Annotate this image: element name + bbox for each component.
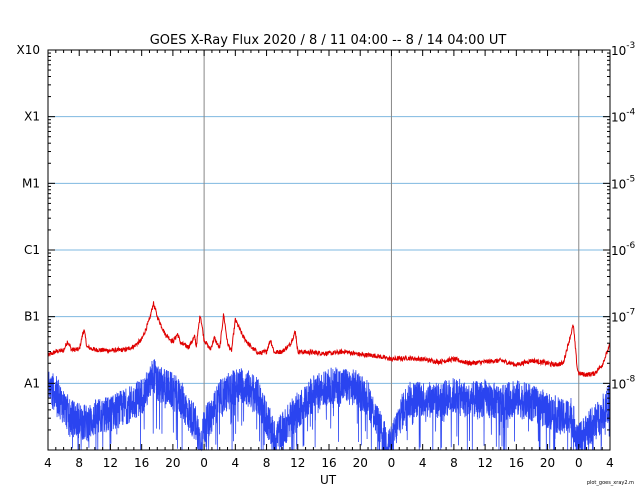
x-tick-label: 0 xyxy=(388,456,396,470)
flare-class-label: M1 xyxy=(22,176,40,190)
x-axis-label: UT xyxy=(320,473,337,487)
x-tick-label: 0 xyxy=(200,456,208,470)
flux-tick-label: 10-8 xyxy=(611,374,636,391)
x-tick-label: 4 xyxy=(232,456,240,470)
flux-tick-label: 10-4 xyxy=(611,108,636,125)
flare-class-label: X1 xyxy=(24,110,40,124)
x-tick-label: 20 xyxy=(165,456,180,470)
x-tick-label: 0 xyxy=(575,456,583,470)
flux-tick-label: 10-7 xyxy=(611,308,635,325)
chart-title: GOES X-Ray Flux 2020 / 8 / 11 04:00 -- 8… xyxy=(150,33,507,48)
series-layer xyxy=(47,301,611,452)
x-tick-label: 8 xyxy=(263,456,271,470)
flare-class-label: C1 xyxy=(24,243,40,257)
x-tick-label: 8 xyxy=(450,456,458,470)
x-tick-label: 16 xyxy=(134,456,149,470)
flare-class-label: B1 xyxy=(24,310,40,324)
flare-class-label: X10 xyxy=(17,43,41,57)
x-tick-label: 4 xyxy=(44,456,52,470)
x-tick-label: 16 xyxy=(509,456,524,470)
x-tick-label: 8 xyxy=(75,456,83,470)
flux-tick-label: 10-5 xyxy=(611,174,635,191)
x-tick-label: 4 xyxy=(419,456,427,470)
flare-class-label: A1 xyxy=(24,376,40,390)
x-tick-label: 20 xyxy=(353,456,368,470)
series-line-blue xyxy=(47,359,611,452)
x-tick-label: 12 xyxy=(103,456,118,470)
x-tick-label: 4 xyxy=(606,456,614,470)
tick-layer xyxy=(47,50,611,451)
series-line-red xyxy=(47,301,611,378)
credit-text: plot_goes_xray2.m xyxy=(587,480,634,486)
x-tick-label: 12 xyxy=(290,456,305,470)
x-tick-label: 12 xyxy=(477,456,492,470)
x-tick-label: 20 xyxy=(540,456,555,470)
flux-tick-label: 10-6 xyxy=(611,241,636,258)
flux-tick-label: 10-3 xyxy=(611,41,635,58)
x-tick-label: 16 xyxy=(321,456,336,470)
label-layer: 4 8 12 16 20 0 4 8 12 16 20 0 4 8 12 16 20 0 4 X10 X1 M1 C1 B1 A… xyxy=(17,41,636,470)
